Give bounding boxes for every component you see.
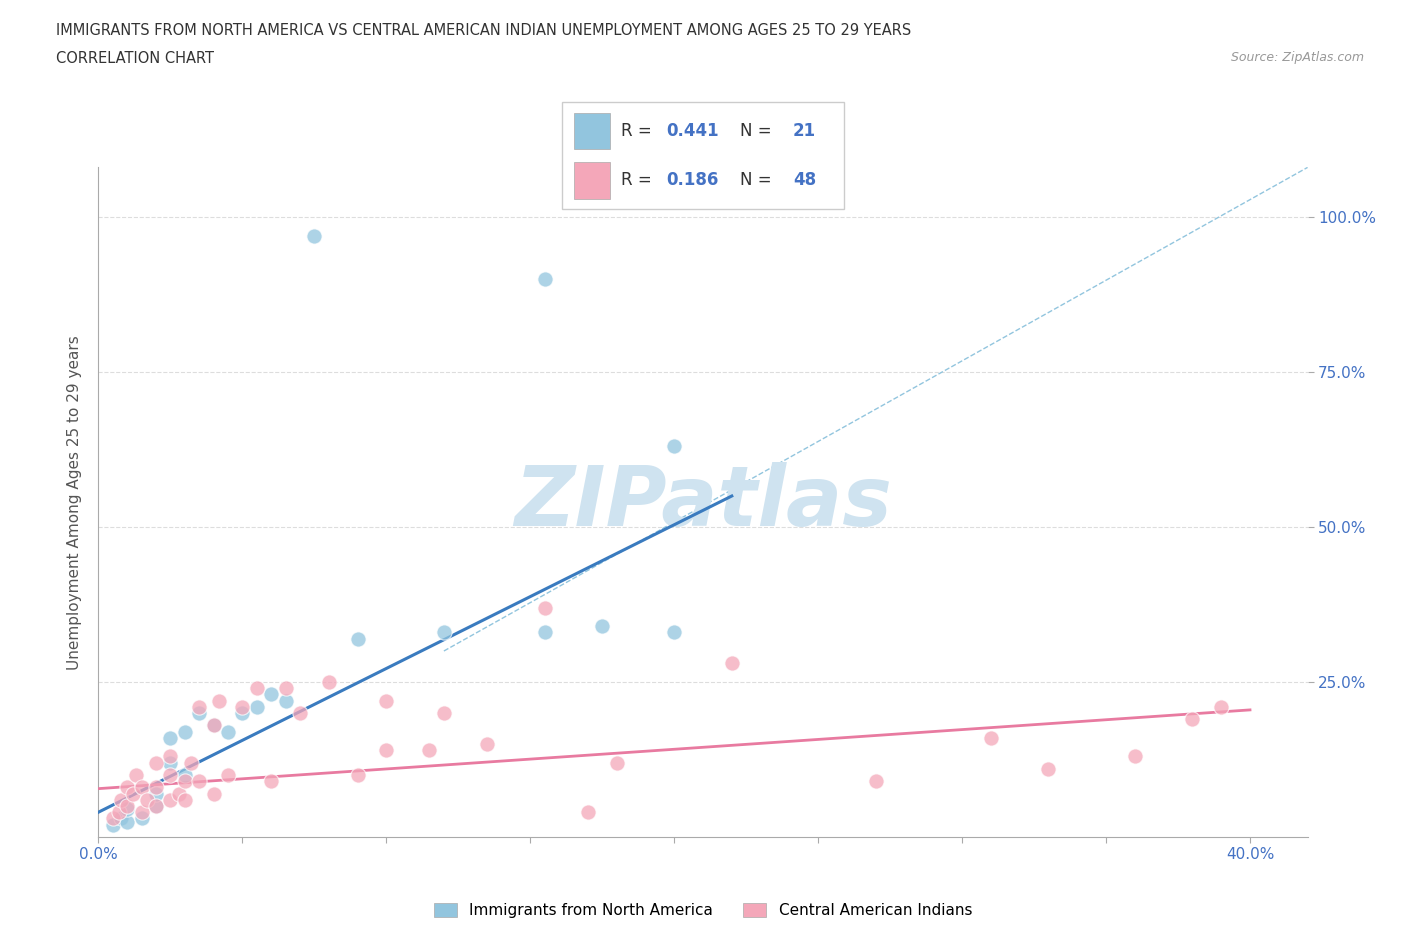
Point: [159, 755, 181, 770]
Point: [418, 743, 440, 758]
Point: [159, 767, 181, 782]
Text: CORRELATION CHART: CORRELATION CHART: [56, 51, 214, 66]
Point: [433, 706, 456, 721]
Point: [576, 804, 599, 819]
Point: [101, 817, 124, 832]
Point: [591, 618, 613, 633]
Point: [231, 699, 253, 714]
Point: [180, 755, 202, 770]
Point: [1181, 711, 1204, 726]
Point: [433, 625, 456, 640]
Point: [122, 786, 145, 801]
Point: [664, 625, 686, 640]
Bar: [574, 113, 610, 150]
Point: [145, 755, 167, 770]
Point: [231, 706, 253, 721]
Text: 0.441: 0.441: [666, 122, 718, 140]
Point: [145, 799, 167, 814]
Point: [260, 774, 283, 789]
Point: [131, 804, 153, 819]
Point: [145, 799, 167, 814]
Point: [375, 693, 398, 708]
Point: [115, 802, 138, 817]
Legend: Immigrants from North America, Central American Indians: Immigrants from North America, Central A…: [427, 897, 979, 924]
Text: N =: N =: [740, 171, 776, 190]
Point: [664, 439, 686, 454]
Text: 21: 21: [793, 122, 815, 140]
Point: [173, 774, 195, 789]
Point: [1123, 749, 1146, 764]
Text: 48: 48: [793, 171, 815, 190]
Point: [246, 681, 269, 696]
Text: N =: N =: [740, 122, 776, 140]
Point: [173, 724, 195, 739]
Point: [173, 792, 195, 807]
Point: [375, 743, 398, 758]
Point: [260, 687, 283, 702]
Point: [202, 786, 225, 801]
Point: [202, 718, 225, 733]
Point: [208, 693, 231, 708]
Point: [304, 228, 326, 243]
Text: R =: R =: [621, 171, 658, 190]
Point: [533, 600, 555, 615]
Point: [202, 718, 225, 733]
Point: [159, 730, 181, 745]
Point: [107, 804, 129, 819]
Point: [110, 811, 132, 826]
Point: [173, 767, 195, 782]
Point: [136, 792, 159, 807]
Point: [145, 780, 167, 795]
Y-axis label: Unemployment Among Ages 25 to 29 years: Unemployment Among Ages 25 to 29 years: [67, 335, 83, 670]
Point: [288, 706, 311, 721]
Point: [159, 792, 181, 807]
Point: [145, 786, 167, 801]
Point: [980, 730, 1002, 745]
Point: [131, 780, 153, 795]
Point: [246, 699, 269, 714]
Point: [1211, 699, 1233, 714]
Text: Source: ZipAtlas.com: Source: ZipAtlas.com: [1230, 51, 1364, 64]
Text: R =: R =: [621, 122, 658, 140]
Point: [606, 755, 628, 770]
Text: ZIPatlas: ZIPatlas: [515, 461, 891, 543]
Point: [188, 774, 211, 789]
Point: [188, 706, 211, 721]
Text: 0.186: 0.186: [666, 171, 718, 190]
Point: [346, 767, 368, 782]
Text: IMMIGRANTS FROM NORTH AMERICA VS CENTRAL AMERICAN INDIAN UNEMPLOYMENT AMONG AGES: IMMIGRANTS FROM NORTH AMERICA VS CENTRAL…: [56, 23, 911, 38]
Point: [115, 799, 138, 814]
Point: [217, 767, 239, 782]
Point: [167, 786, 190, 801]
Point: [217, 724, 239, 739]
Point: [274, 693, 297, 708]
Point: [110, 792, 132, 807]
Point: [533, 625, 555, 640]
Point: [475, 737, 498, 751]
Point: [1038, 762, 1060, 777]
Bar: [574, 162, 610, 199]
Point: [101, 811, 124, 826]
Point: [131, 811, 153, 826]
Point: [115, 780, 138, 795]
Point: [318, 674, 340, 689]
Point: [346, 631, 368, 646]
Point: [188, 699, 211, 714]
Point: [865, 774, 887, 789]
Point: [115, 814, 138, 829]
Point: [720, 656, 742, 671]
Point: [274, 681, 297, 696]
Point: [125, 767, 148, 782]
Point: [533, 272, 555, 286]
Point: [159, 749, 181, 764]
